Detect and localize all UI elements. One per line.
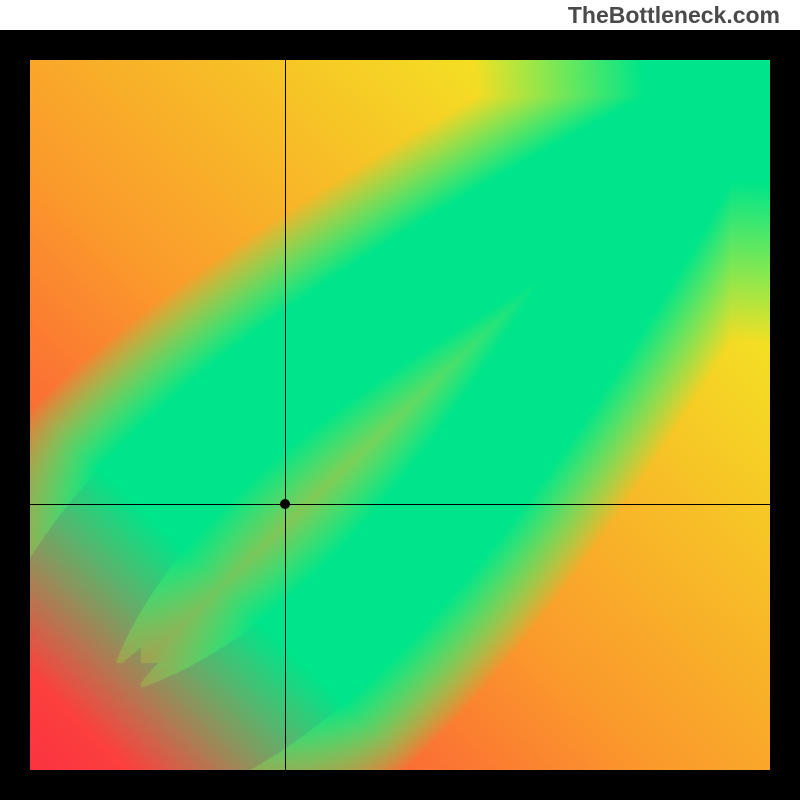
- marker-point: [280, 499, 290, 509]
- chart-container: TheBottleneck.com: [0, 0, 800, 800]
- bottleneck-heatmap: [30, 60, 770, 770]
- watermark-text: TheBottleneck.com: [568, 2, 780, 29]
- crosshair-vertical: [285, 60, 286, 770]
- crosshair-horizontal: [30, 504, 770, 505]
